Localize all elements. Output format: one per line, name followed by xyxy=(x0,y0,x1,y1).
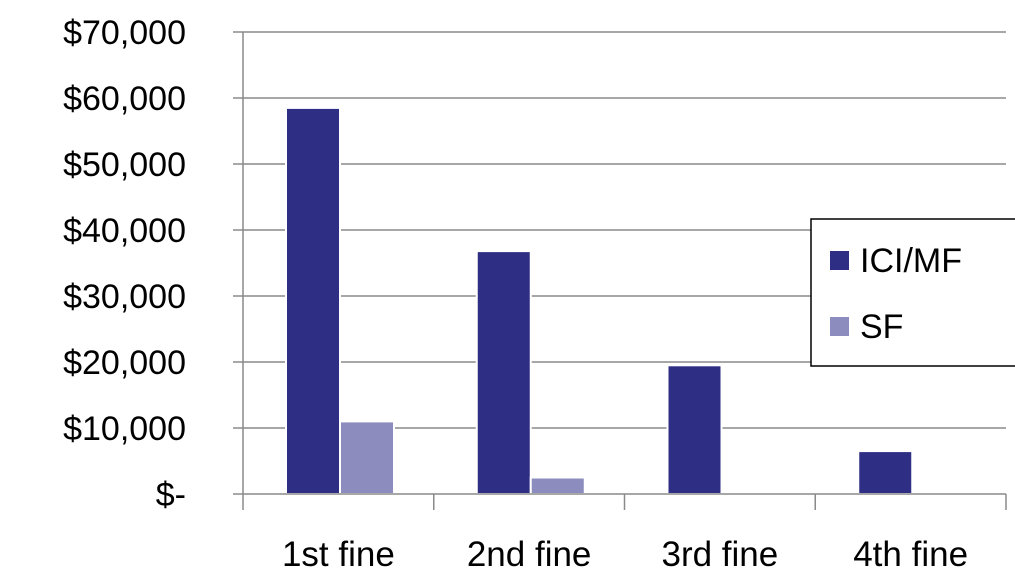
legend-label: SF xyxy=(860,308,903,346)
x-category-label: 1st fine xyxy=(282,535,395,571)
y-tick-label: $70,000 xyxy=(63,14,186,52)
y-tick-label: $50,000 xyxy=(63,146,186,184)
legend-box xyxy=(810,218,1015,367)
y-tick-label: $- xyxy=(156,476,186,514)
legend-label: ICI/MF xyxy=(860,242,962,280)
bar-ici-mf-3 xyxy=(666,364,723,495)
y-tick-label: $60,000 xyxy=(63,80,186,118)
y-tick-label: $30,000 xyxy=(63,278,186,316)
y-tick-label: $40,000 xyxy=(63,212,186,250)
y-axis-ticks: $- $10,000 $20,000 $30,000 $40,000 $50,000 $60… xyxy=(63,14,243,514)
bars xyxy=(285,106,914,496)
legend-swatch xyxy=(830,317,849,336)
gridlines xyxy=(243,31,1006,429)
x-category-label: 3rd fine xyxy=(662,535,779,571)
y-tick-label: $20,000 xyxy=(63,344,186,382)
y-tick-label: $10,000 xyxy=(63,410,186,448)
x-category-label: 4th fine xyxy=(853,535,968,571)
bar-sf-2 xyxy=(529,476,586,495)
bar-sf-1 xyxy=(339,420,395,495)
legend-swatch xyxy=(830,251,849,270)
legend: ICI/MF SF xyxy=(810,218,1015,367)
bar-ici-mf-2 xyxy=(475,250,532,495)
bar-ici-mf-4 xyxy=(857,450,914,496)
x-axis-ticks: 1st fine 2nd fine 3rd fine 4th fine xyxy=(242,494,1007,571)
x-category-label: 2nd fine xyxy=(467,535,592,571)
bar-ici-mf-1 xyxy=(285,106,341,496)
